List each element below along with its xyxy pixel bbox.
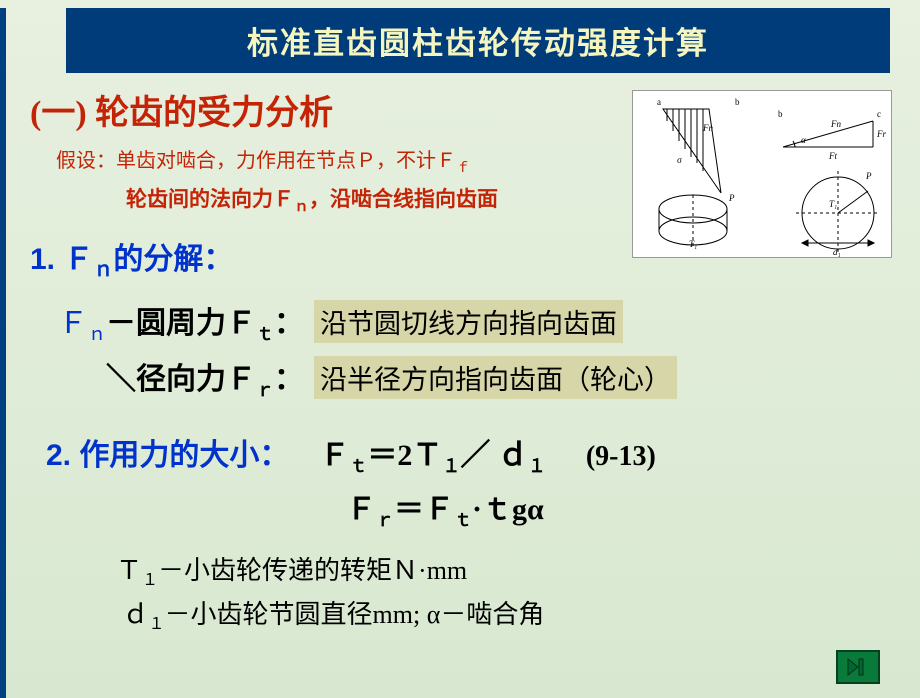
svg-text:b: b [735,97,740,107]
def-line1: Ｔ１－小齿轮传递的转矩Ｎ·mm [116,550,920,594]
force-desc-suffix: ，沿啮合线指向齿面 [309,188,498,211]
h1-sub: ｎ [93,259,113,281]
decomposition-row-ft: Ｆｎ － 圆周力Ｆｔ： 沿节圆切线方向指向齿面 [58,298,920,346]
ft-p1: Ｆ [319,439,349,472]
svg-text:α: α [801,135,806,145]
gear-force-diagram: a b Fn σ P T₁ b c Fn α Fr Ft P T₁ [632,90,892,258]
def-t1-sym: Ｔ [116,556,142,585]
dash-sep: － [106,298,136,342]
force-desc-sub: ｎ [294,198,309,215]
assumption-sub: ｆ [456,161,470,176]
svg-text:T₁: T₁ [829,199,837,209]
diagram-svg: a b Fn σ P T₁ b c Fn α Fr Ft P T₁ [633,91,893,259]
svg-text:d₁: d₁ [833,247,841,257]
fr-s2: ｔ [454,510,472,530]
definitions: Ｔ１－小齿轮传递的转矩Ｎ·mm ｄ１－小齿轮节圆直径mm; α－啮合角 [116,550,920,638]
ft-label: 圆周力Ｆｔ： [136,298,304,346]
def-d1-sub: １ [149,616,165,633]
assumption-prefix: 假设：单齿对啮合，力作用在节点Ｐ，不计Ｆ [56,150,456,172]
ft-s1: ｔ [349,456,367,476]
force-desc-prefix: 轮齿间的法向力Ｆ [126,188,294,211]
ft-sub: ｔ [256,324,274,344]
play-forward-icon [846,657,870,677]
heading-magnitude: 2. 作用力的大小： [46,430,289,474]
def-t1-sub: １ [142,572,158,589]
next-slide-button[interactable] [836,650,880,684]
ft-s3: １ [528,456,546,476]
fr-p1: Ｆ [346,493,376,526]
svg-text:σ: σ [677,155,682,165]
h1-suffix: 的分解： [113,243,233,276]
formula-fr: Ｆｒ＝Ｆｔ·ｔgα [346,484,920,532]
svg-text:b: b [778,109,783,119]
slash-sep: ＼ [106,354,136,398]
fr-s1: ｒ [376,510,394,530]
fr-p2: ＝Ｆ [394,493,454,526]
ft-description: 沿节圆切线方向指向齿面 [314,300,623,343]
def-d1-text: －小齿轮节圆直径mm; α－啮合角 [165,600,545,629]
ft-p3: ／ ｄ [460,439,528,472]
svg-text:Ft: Ft [828,151,837,161]
svg-text:Fn: Fn [830,119,841,129]
formula-ft: Ｆｔ＝2Ｔ１／ ｄ１ [319,430,546,478]
fr-p3: ·ｔgα [472,493,544,526]
fr-colon: ： [274,363,304,396]
h1-prefix: Ｆ [63,243,93,276]
svg-text:T₁: T₁ [689,239,697,249]
fr-sub: ｒ [256,380,274,400]
equation-number: (9-13) [586,441,656,473]
fn-sub: ｎ [88,324,106,344]
slide-title: 标准直齿圆柱齿轮传动强度计算 [66,8,890,73]
svg-text:c: c [877,109,881,119]
svg-text:Fn: Fn [702,123,713,133]
svg-text:Fr: Fr [876,129,886,139]
fr-label: 径向力Ｆｒ： [136,354,304,402]
h1-num: 1. [30,243,63,276]
svg-text:a: a [657,97,661,107]
decomposition-row-fr: ＼ 径向力Ｆｒ： 沿半径方向指向齿面（轮心） [106,354,920,402]
def-t1-text: －小齿轮传递的转矩Ｎ·mm [158,556,467,585]
ft-pre: 圆周力Ｆ [136,307,256,340]
svg-text:P: P [865,171,872,181]
force-magnitude-row: 2. 作用力的大小： Ｆｔ＝2Ｔ１／ ｄ１ (9-13) [6,416,920,478]
fr-description: 沿半径方向指向齿面（轮心） [314,356,677,399]
ft-s2: １ [442,456,460,476]
def-line2: ｄ１－小齿轮节圆直径mm; α－啮合角 [116,594,920,638]
ft-colon: ： [274,307,304,340]
def-d1-sym: ｄ [123,600,149,629]
svg-text:P: P [728,193,735,203]
fn-sym: Ｆ [58,307,88,340]
ft-p2: ＝2Ｔ [367,439,442,472]
fn-symbol: Ｆｎ [58,298,106,346]
fr-pre: 径向力Ｆ [136,363,256,396]
